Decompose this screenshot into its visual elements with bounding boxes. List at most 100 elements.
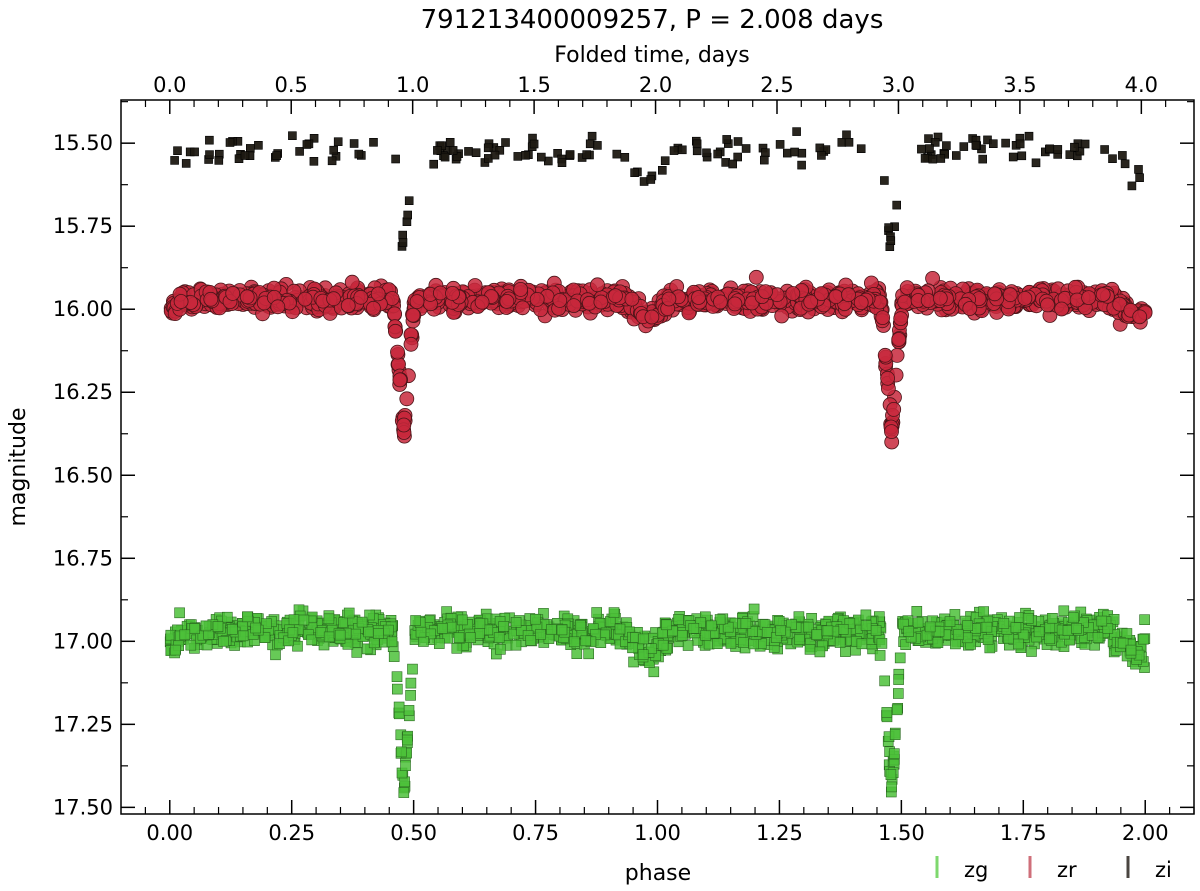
- data-point: [1047, 612, 1058, 624]
- data-point: [814, 646, 826, 658]
- data-point: [203, 291, 219, 307]
- data-point: [418, 636, 429, 647]
- data-point: [1054, 301, 1069, 317]
- data-point: [556, 624, 568, 636]
- data-point: [942, 141, 951, 150]
- data-point: [722, 135, 732, 144]
- data-point: [173, 146, 182, 155]
- x-tick-label: 1.00: [634, 821, 681, 845]
- data-point: [1108, 154, 1117, 163]
- data-point: [894, 652, 906, 664]
- x-axis-title: phase: [625, 861, 691, 886]
- y-tick-label: 17.50: [53, 795, 113, 819]
- data-point: [363, 626, 375, 638]
- data-point: [1132, 309, 1148, 325]
- legend-label: zr: [1057, 858, 1077, 882]
- data-point: [302, 140, 312, 149]
- legend: zg zr zi: [935, 856, 1172, 882]
- data-point: [415, 626, 427, 638]
- data-point: [876, 638, 888, 649]
- data-point: [761, 626, 773, 638]
- data-point: [978, 606, 990, 617]
- data-point: [932, 637, 944, 649]
- data-point: [1002, 287, 1018, 303]
- x-tick-label: 0.00: [146, 821, 193, 845]
- data-point: [879, 675, 891, 687]
- data-point: [874, 650, 886, 661]
- data-point: [1134, 165, 1143, 174]
- data-point: [298, 614, 310, 626]
- data-point: [587, 131, 597, 141]
- data-point: [951, 151, 961, 160]
- data-point: [692, 139, 702, 149]
- data-point: [574, 620, 586, 631]
- data-point: [593, 141, 602, 150]
- data-point: [309, 134, 319, 143]
- data-point: [604, 616, 616, 627]
- top-axis-title: Folded time, days: [554, 43, 750, 68]
- data-point: [214, 156, 224, 165]
- data-point: [705, 620, 717, 632]
- x-tick-label: 1.75: [1000, 821, 1047, 845]
- data-point: [892, 200, 902, 210]
- y-tick-label: 15.75: [53, 214, 113, 238]
- data-point: [288, 614, 300, 626]
- data-point: [222, 611, 233, 623]
- data-point: [936, 154, 946, 163]
- data-point: [445, 138, 455, 147]
- data-point: [803, 294, 819, 310]
- data-point: [688, 622, 700, 634]
- data-point: [225, 285, 241, 301]
- data-point: [924, 621, 936, 633]
- data-point: [259, 632, 271, 643]
- data-point: [1040, 297, 1055, 313]
- top-tick-label: 2.0: [639, 73, 672, 97]
- data-point: [971, 140, 981, 150]
- data-point: [334, 629, 346, 641]
- data-point: [529, 139, 539, 149]
- data-point: [383, 624, 394, 636]
- data-point: [660, 156, 670, 165]
- data-point: [834, 637, 846, 648]
- data-point: [790, 147, 799, 157]
- data-point: [568, 636, 580, 648]
- data-point: [761, 148, 770, 157]
- data-point: [493, 632, 505, 643]
- data-point: [897, 618, 909, 630]
- data-point: [373, 628, 384, 639]
- data-point: [388, 651, 400, 662]
- data-point: [343, 607, 355, 619]
- data-point: [886, 401, 902, 417]
- top-tick-label: 2.5: [760, 73, 793, 97]
- data-point: [433, 638, 445, 649]
- data-point: [1017, 151, 1027, 161]
- data-point: [390, 344, 405, 360]
- data-point: [495, 643, 506, 655]
- data-point: [797, 160, 806, 170]
- data-point: [637, 633, 649, 645]
- data-point: [722, 621, 734, 633]
- data-point: [912, 617, 924, 629]
- plot-frame: [120, 99, 1195, 815]
- data-point: [344, 274, 360, 290]
- series-zi: [170, 127, 1144, 251]
- data-point: [483, 143, 493, 153]
- data-point: [395, 746, 407, 758]
- data-point: [580, 635, 592, 647]
- data-point: [911, 605, 923, 617]
- data-point: [1070, 142, 1079, 152]
- data-point: [774, 308, 790, 324]
- data-point: [695, 616, 706, 628]
- data-point: [856, 638, 868, 650]
- data-point: [590, 277, 605, 293]
- data-point: [1033, 626, 1045, 638]
- data-point: [404, 196, 414, 205]
- data-point: [474, 294, 490, 310]
- data-point: [713, 294, 728, 310]
- data-point: [1100, 145, 1109, 154]
- data-point: [747, 626, 758, 637]
- data-point: [440, 152, 450, 162]
- data-point: [880, 370, 895, 386]
- data-point: [775, 140, 785, 149]
- data-point: [429, 159, 439, 169]
